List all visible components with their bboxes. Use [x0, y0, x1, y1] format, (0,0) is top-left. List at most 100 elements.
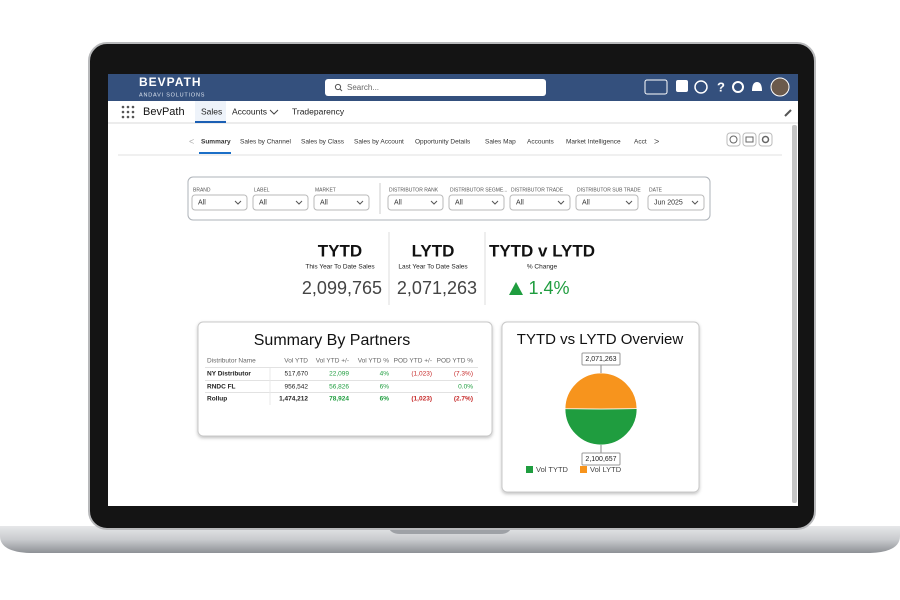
search-box[interactable]: [325, 79, 546, 96]
settings-icon[interactable]: [732, 81, 744, 93]
selected-tab-bg: [195, 101, 226, 123]
subtab[interactable]: Accounts: [527, 139, 554, 146]
filter-select[interactable]: [647, 194, 705, 211]
filter-chevron: [625, 200, 633, 205]
kpi-value: 2,071,263: [397, 278, 477, 298]
scrollbar[interactable]: [792, 125, 797, 503]
app-launcher[interactable]: [121, 105, 135, 119]
nav-tab[interactable]: Tradeparency: [292, 106, 345, 116]
table-cell: (7.3%): [454, 371, 473, 378]
filter-select[interactable]: [448, 194, 505, 211]
subtab[interactable]: Sales Map: [485, 139, 516, 146]
table-cell: 4%: [380, 371, 390, 378]
filter-value: All: [582, 199, 590, 206]
selected-tab-underline: [195, 121, 226, 123]
table-header: POD YTD +/-: [394, 358, 432, 365]
pie-slice: [564, 408, 638, 446]
help-icon[interactable]: ?: [717, 79, 725, 94]
table-cell: 956,542: [285, 384, 309, 391]
toolbar-button[interactable]: [726, 132, 741, 147]
table-header: Vol YTD +/-: [316, 358, 349, 365]
filter-value: All: [516, 199, 524, 206]
edit-icon[interactable]: [784, 109, 792, 117]
legend-swatch: [580, 466, 587, 473]
subtab[interactable]: Sales by Account: [354, 139, 404, 146]
filter-chevron: [691, 200, 699, 205]
kpi-value: 1.4%: [528, 278, 569, 298]
kpi-subtitle: % Change: [527, 264, 558, 271]
logo-subtitle: ANDAVI SOLUTIONS: [139, 92, 205, 98]
filter-chevron: [430, 200, 438, 205]
table-cell: 78,924: [329, 396, 349, 403]
table-cell: Rollup: [207, 396, 227, 403]
subtab[interactable]: Opportunity Details: [415, 139, 471, 146]
table-header: Vol YTD: [284, 358, 308, 365]
accounts-chevron[interactable]: [269, 109, 279, 115]
legend-label: Vol TYTD: [536, 465, 569, 474]
app-name: BevPath: [143, 106, 185, 118]
subtab-next[interactable]: >: [654, 136, 659, 146]
filter-chevron: [295, 200, 303, 205]
toolbar-icon: [745, 136, 754, 143]
add-button[interactable]: [676, 80, 688, 92]
filter-select[interactable]: [575, 194, 639, 211]
subtab-prev[interactable]: <: [189, 136, 194, 146]
subtab[interactable]: Acct: [634, 139, 647, 146]
filter-select[interactable]: [191, 194, 248, 211]
filter-label: DISTRIBUTOR TRADE: [511, 187, 564, 193]
subtab[interactable]: Sales by Channel: [240, 139, 292, 146]
pie-label-box: [581, 452, 621, 466]
legend-label: Vol LYTD: [590, 465, 622, 474]
nav-bar: [108, 101, 798, 123]
content: BEVPATH ANDAVI SOLUTIONS Search... BevPath S…: [139, 75, 705, 474]
subtab[interactable]: Sales by Class: [301, 139, 345, 146]
kpi-title: LYTD: [412, 241, 455, 260]
kpi-up-arrow: [509, 282, 523, 295]
table-card: [197, 321, 493, 437]
filter-select[interactable]: [387, 194, 444, 211]
search-icon: [334, 83, 342, 91]
notifications-icon[interactable]: [752, 82, 762, 91]
table-cell: 1,474,212: [279, 396, 308, 403]
table-cell: (2.7%): [454, 396, 473, 403]
toolbar-icon: [729, 135, 738, 144]
filter-value: All: [320, 199, 328, 206]
table-header: Vol YTD %: [358, 358, 390, 365]
toolbar-button[interactable]: [758, 132, 773, 147]
pie-slice: [564, 372, 638, 410]
favorites-button[interactable]: [644, 79, 668, 95]
filter-chevron: [491, 200, 499, 205]
filter-chevron: [234, 200, 242, 205]
subtab-underline: [199, 152, 231, 154]
toolbar-icon: [761, 135, 770, 144]
filter-value: All: [259, 199, 267, 206]
filter-label: DISTRIBUTOR SEGME...: [450, 187, 507, 193]
filter-chevron: [557, 200, 565, 205]
pie-label: 2,071,263: [585, 356, 616, 363]
pie-label: 2,100,657: [585, 456, 616, 463]
filter-select[interactable]: [313, 194, 370, 211]
filter-value: All: [455, 199, 463, 206]
table-cell: NY Distributor: [207, 371, 251, 378]
table-cell: 517,670: [285, 371, 309, 378]
nav-tab[interactable]: Accounts: [232, 106, 267, 116]
kpi-subtitle: Last Year To Date Sales: [398, 264, 468, 271]
search-placeholder: Search...: [347, 83, 379, 92]
nav-tab[interactable]: Sales: [201, 106, 222, 116]
legend-swatch: [526, 466, 533, 473]
filter-chevron: [356, 200, 364, 205]
table-cell: 0.0%: [458, 384, 473, 391]
table-cell: (1,023): [411, 371, 432, 378]
subtab[interactable]: Market Intelligence: [566, 139, 621, 146]
filter-select[interactable]: [509, 194, 571, 211]
kpi-title: TYTD v LYTD: [489, 241, 595, 260]
filter-select[interactable]: [252, 194, 309, 211]
trailhead-icon[interactable]: [694, 80, 708, 94]
toolbar-button[interactable]: [742, 132, 757, 147]
subtab[interactable]: Summary: [201, 139, 231, 146]
table-header: POD YTD %: [437, 358, 474, 365]
filter-value: All: [394, 199, 402, 206]
logo: BEVPATH: [139, 75, 202, 89]
avatar[interactable]: [770, 77, 790, 97]
table-cell: RNDC FL: [207, 384, 236, 391]
